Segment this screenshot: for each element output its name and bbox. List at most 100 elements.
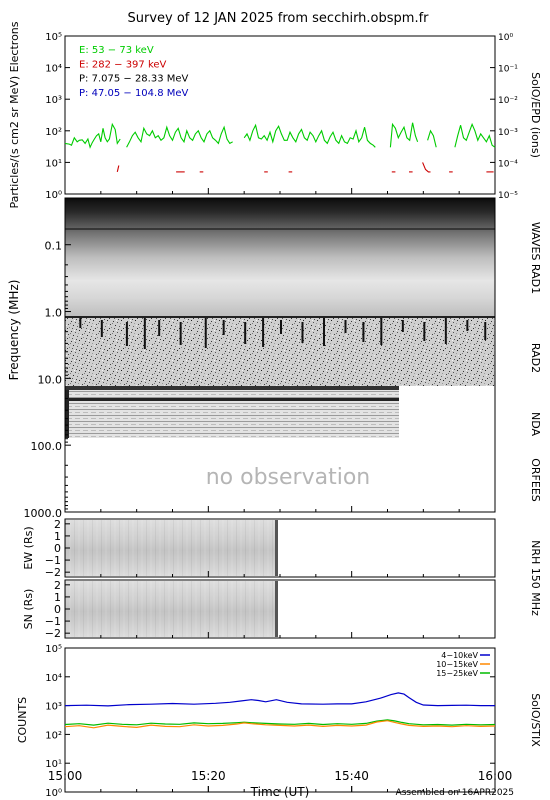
time-axis: 15:00 15:20 15:40 16:00 <box>48 188 513 792</box>
rad2-burst <box>125 322 128 346</box>
nrh-ew-end-line <box>275 520 278 576</box>
stix-y-tick-label: 10² <box>45 730 62 741</box>
stix-y-tick-label: 10⁴ <box>45 673 62 684</box>
nrh-y-tick-label: 0 <box>54 542 61 555</box>
rad2-burst <box>380 318 383 345</box>
rad2-burst <box>484 322 487 340</box>
particles-y-tick-label: 10¹ <box>45 158 62 169</box>
nrh-y-tick-label: 1 <box>54 591 61 604</box>
rad2-burst <box>280 320 282 334</box>
instrument-label-waves: WAVES RAD1 <box>529 222 542 294</box>
rad2-burst <box>143 318 146 349</box>
stix-y-tick-label: 10¹ <box>45 759 62 770</box>
stix-series-line <box>64 692 495 707</box>
particles-y2-tick-label: 10⁻² <box>498 96 518 106</box>
rad2-burst <box>204 318 207 348</box>
rad2-burst <box>79 318 82 328</box>
rad2-top-line <box>65 316 495 318</box>
nrh-ew-texture <box>65 520 277 576</box>
rad1-spectrogram <box>65 198 495 316</box>
particles-y2-tick-label: 10⁻⁵ <box>498 191 518 201</box>
frequency-ylabel: Frequency (MHz) <box>7 280 21 381</box>
nrh-y-tick-label: −2 <box>45 566 61 579</box>
nda-dark-band <box>65 398 399 401</box>
particles-series-line <box>116 165 120 173</box>
particles-y-tick-label: 10² <box>45 127 62 138</box>
time-tick-label: 16:00 <box>478 769 513 783</box>
rad2-burst <box>158 320 161 336</box>
stix-panel: 10⁰ 10¹ 10² 10³ 10⁴ 10⁵ 4−10keV10−15keV15−25k… <box>16 644 542 799</box>
instrument-label-nda: NDA <box>529 412 542 437</box>
instrument-label-orfees: ORFEES <box>529 458 542 502</box>
particles-series-line <box>126 125 233 148</box>
stix-y-tick-label: 10³ <box>45 702 62 713</box>
particles-legend-entry: E: 53 − 73 keV <box>79 45 154 56</box>
stix-frame <box>64 647 496 793</box>
frequency-tick-label: 1000.0 <box>24 507 63 520</box>
particles-series-line <box>454 122 496 148</box>
particles-series-line <box>427 129 437 148</box>
nda-left-edge <box>65 386 69 438</box>
nda-spectrogram <box>65 386 399 438</box>
stix-series-line <box>64 719 496 726</box>
particles-right-label: SolO/EPD (ions) <box>529 72 542 158</box>
particles-series-line <box>389 122 419 148</box>
time-tick-label: 15:40 <box>334 769 369 783</box>
figure-title: Survey of 12 JAN 2025 from secchirh.obsp… <box>128 11 430 26</box>
rad2-burst <box>262 318 265 347</box>
rad2-burst <box>344 320 347 333</box>
stix-y-tick-label: 10⁵ <box>45 644 62 655</box>
no-observation-label: no observation <box>206 465 371 490</box>
nda-rad2-band <box>65 386 399 390</box>
rad2-burst <box>222 320 225 335</box>
particles-ylabel: Particles/(s cm2 sr MeV) Electrons <box>8 21 21 208</box>
rad2-burst <box>466 320 469 331</box>
nrh-y-tick-label: 2 <box>54 579 61 592</box>
nrh-y-tick-label: 0 <box>54 603 61 616</box>
particles-legend-entry: E: 282 − 397 keV <box>79 59 167 70</box>
rad2-bursts <box>65 316 495 349</box>
nrh-ew-ylabel: EW (Rs) <box>22 526 35 569</box>
particles-y-axis: 10⁰ 10¹ 10² 10³ 10⁴ 10⁵ <box>45 32 70 201</box>
stix-legend-entry: 10−15keV <box>436 660 478 669</box>
radio-spectrogram-panel: no observation 0.1 1.0 10.0 100.0 1000.0 Fre… <box>7 197 542 520</box>
stix-legend-entry: 4−10keV <box>441 651 478 660</box>
frequency-tick-label: 1.0 <box>45 307 63 320</box>
rad2-burst <box>362 322 365 342</box>
particles-y2-tick-label: 10⁻¹ <box>498 65 518 75</box>
nrh-sn-texture <box>65 581 277 637</box>
particles-y-tick-label: 10⁵ <box>45 32 62 43</box>
nrh-y-tick-label: 2 <box>54 518 61 531</box>
instrument-label-rad2: RAD2 <box>529 343 542 373</box>
time-axis-label: Time (UT) <box>250 785 310 799</box>
nrh-y-tick-label: −2 <box>45 627 61 640</box>
nrh-sn-end-line <box>275 581 278 637</box>
particles-y2-tick-label: 10⁰ <box>498 33 513 43</box>
rad2-burst <box>323 318 325 346</box>
rad2-burst <box>179 322 182 345</box>
nrh-y-tick-label: −1 <box>45 554 61 567</box>
particles-y-tick-label: 10⁰ <box>45 190 62 201</box>
particles-legend-entry: P: 7.075 − 28.33 MeV <box>79 74 189 85</box>
stix-right-label: SolO/STIX <box>529 693 542 747</box>
stix-legend-entry: 15−25keV <box>436 669 478 678</box>
stix-y-tick-label: 10⁰ <box>45 788 62 799</box>
nrh-y-tick-label: 1 <box>54 530 61 543</box>
frequency-tick-label: 100.0 <box>31 440 63 453</box>
particles-legend: E: 53 − 73 keV E: 282 − 397 keV P: 7.075 −… <box>79 45 189 99</box>
particles-y2-axis: 10⁻⁵ 10⁻⁴ 10⁻³ 10⁻² 10⁻¹ 10⁰ <box>490 33 518 201</box>
particles-series <box>64 122 496 173</box>
nrh-y-tick-label: −1 <box>45 615 61 628</box>
particles-y-tick-label: 10⁴ <box>45 64 62 75</box>
stix-ylabel: COUNTS <box>16 697 29 743</box>
rad2-burst <box>244 322 247 344</box>
frequency-tick-label: 10.0 <box>38 373 63 386</box>
rad2-burst <box>100 320 103 337</box>
